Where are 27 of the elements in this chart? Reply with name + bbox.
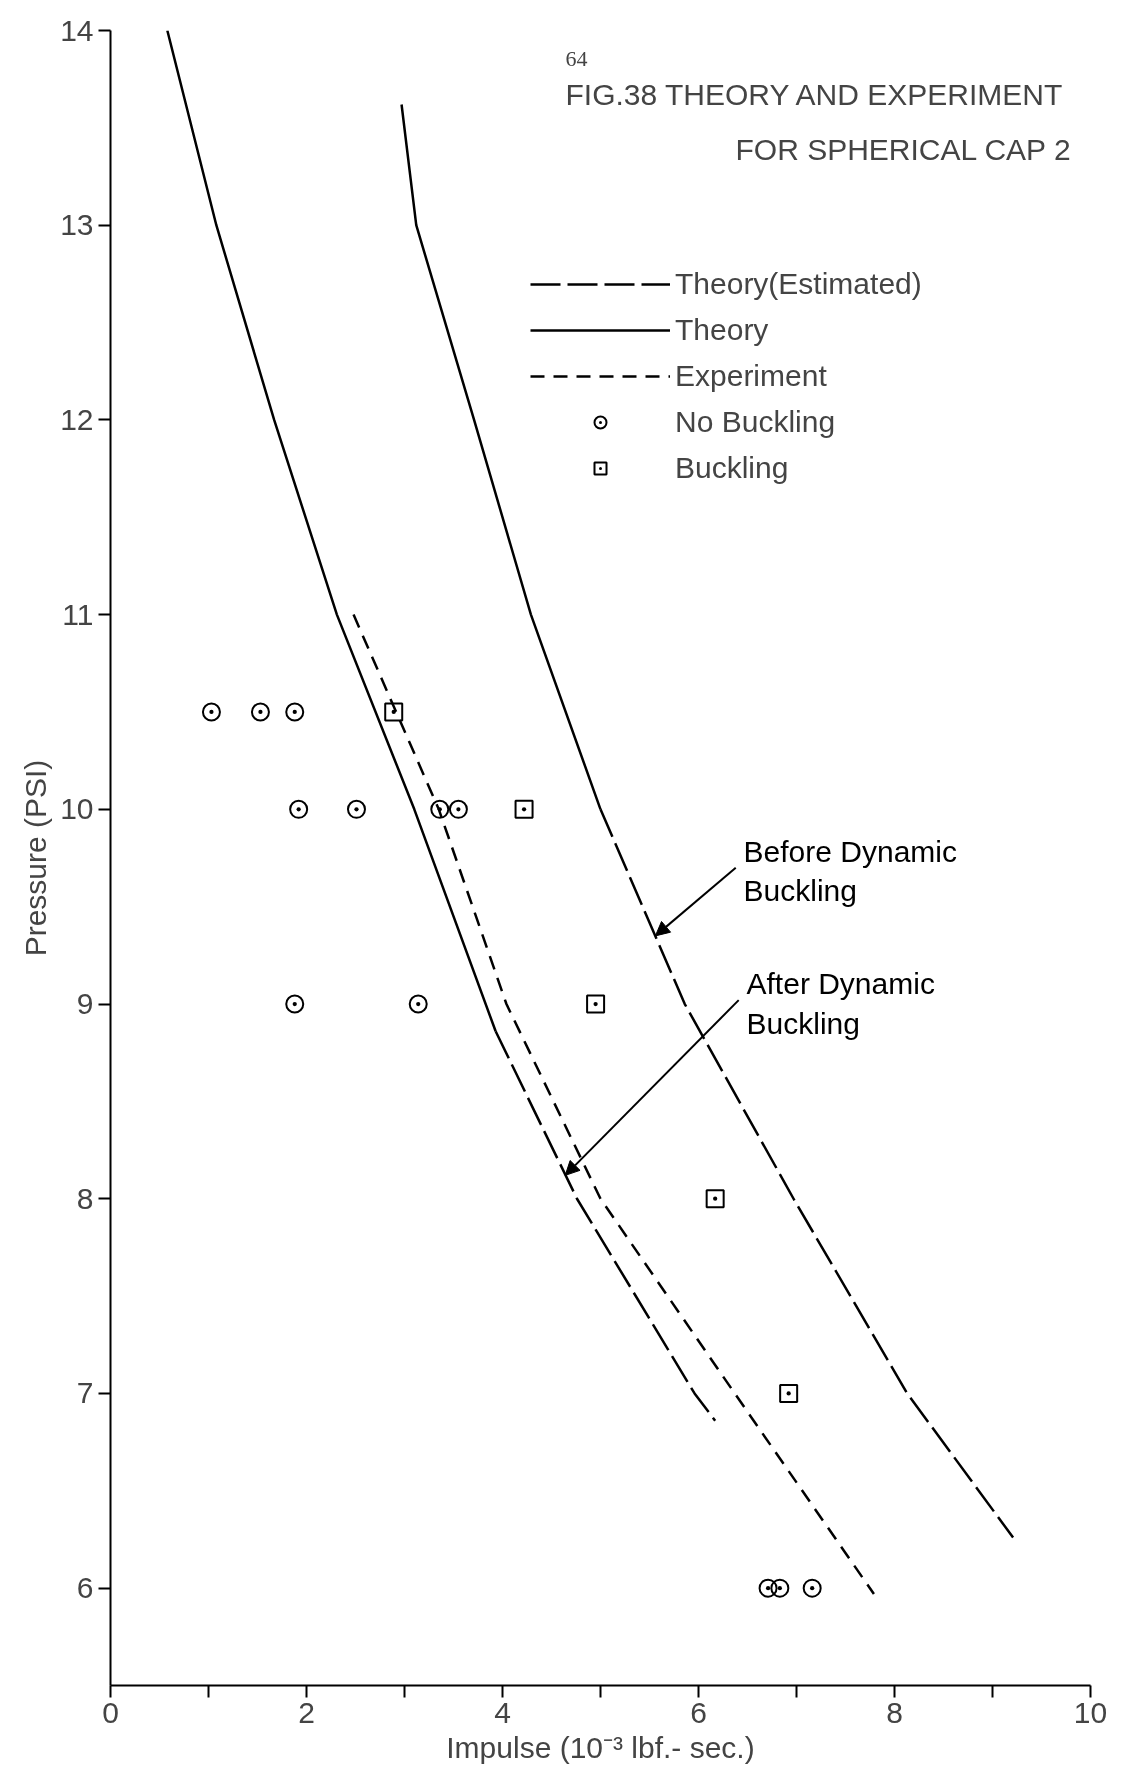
x-tick-label: 6 — [690, 1695, 707, 1729]
x-tick-label: 2 — [298, 1695, 315, 1729]
y-axis-title: Pressure (PSI) — [19, 759, 53, 957]
y-tick-label: 13 — [60, 208, 94, 242]
legend-label: Experiment — [675, 359, 827, 393]
x-tick-label: 0 — [102, 1695, 119, 1729]
legend-label: Buckling — [675, 451, 789, 485]
annotation: Before Dynamic Buckling — [743, 834, 957, 908]
y-tick-label: 8 — [76, 1181, 94, 1215]
y-tick-label: 12 — [60, 402, 94, 436]
legend-label: Theory(Estimated) — [675, 267, 922, 301]
annotation: 64 — [565, 45, 588, 71]
text: FIG.38 THEORY AND EXPERIMENT — [565, 77, 1063, 111]
y-tick-label: 6 — [76, 1571, 94, 1605]
x-axis-title: Impulse (10⁻³ lbf.- sec.) — [446, 1730, 755, 1764]
text: FOR SPHERICAL CAP 2 — [735, 132, 1071, 166]
x-tick-label: 10 — [1073, 1695, 1108, 1729]
y-tick-label: 7 — [76, 1376, 94, 1410]
x-tick-label: 4 — [494, 1695, 511, 1729]
y-tick-label: 14 — [60, 13, 94, 47]
y-tick-label: 9 — [76, 987, 94, 1021]
y-tick-label: 11 — [62, 597, 94, 631]
annotation: After Dynamic Buckling — [746, 967, 935, 1040]
legend-label: Theory — [675, 313, 769, 347]
x-tick-label: 8 — [886, 1695, 903, 1729]
legend-label: No Buckling — [675, 405, 836, 439]
y-tick-label: 10 — [60, 792, 94, 826]
